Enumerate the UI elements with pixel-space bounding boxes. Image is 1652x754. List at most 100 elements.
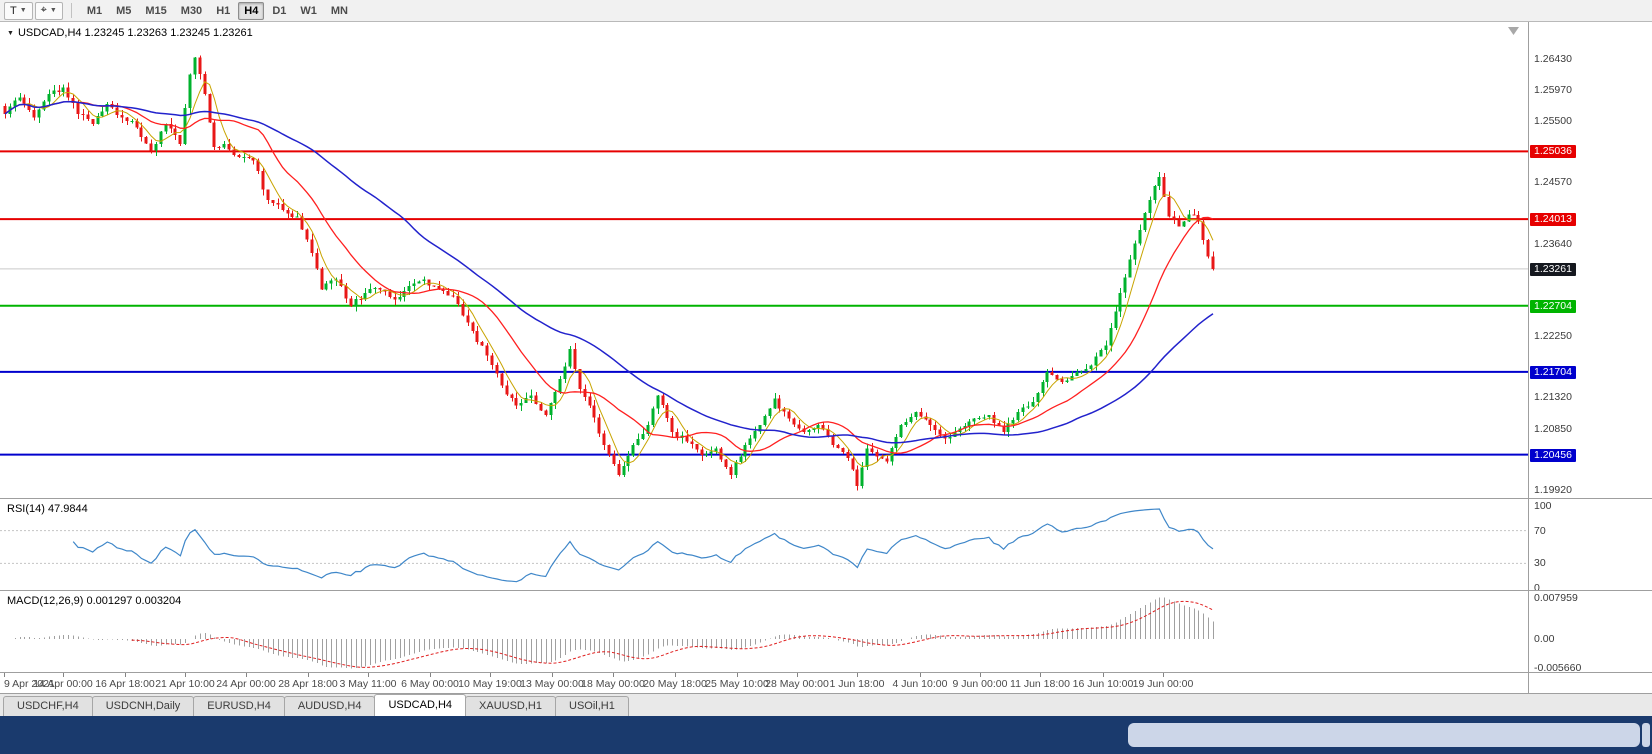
timeframe-button-m30[interactable]: M30 (180, 4, 203, 17)
rsi-indicator-label: RSI(14) 47.9844 (7, 503, 88, 515)
time-axis-label: 9 Apr 2021 (4, 678, 55, 690)
time-tick (1103, 673, 1104, 677)
macd-canvas[interactable] (0, 591, 1528, 672)
time-tick (368, 673, 369, 677)
time-tick (552, 673, 553, 677)
time-tick (1163, 673, 1164, 677)
time-axis-label: 10 May 19:00 (458, 678, 522, 690)
time-axis-label: 28 May 00:00 (765, 678, 829, 690)
time-axis-label: 14 Apr 00:00 (33, 678, 93, 690)
toolbar-separator (70, 3, 72, 18)
time-tick (63, 673, 64, 677)
time-axis-label: 16 Jun 10:00 (1072, 678, 1134, 690)
price-axis-label: 1.24570 (1534, 176, 1572, 189)
panel-splitter[interactable] (0, 590, 1652, 591)
time-tick (246, 673, 247, 677)
macd-axis-label: 0.007959 (1534, 592, 1578, 605)
chart-tab-eurusd[interactable]: EURUSD,H4 (193, 696, 285, 716)
time-axis-label: 28 Apr 18:00 (278, 678, 338, 690)
time-tick (797, 673, 798, 677)
chart-tab-usdcad[interactable]: USDCAD,H4 (374, 694, 467, 716)
time-axis-label: 4 Jun 10:00 (892, 678, 948, 690)
time-axis-label: 9 Jun 00:00 (952, 678, 1008, 690)
current-price-badge: 1.23261 (1530, 262, 1576, 276)
timeframe-button-m15[interactable]: M15 (145, 4, 167, 17)
time-tick (675, 673, 676, 677)
macd-axis-label: 0.00 (1534, 633, 1555, 645)
price-chart-canvas[interactable] (0, 22, 1528, 498)
time-tick (737, 673, 738, 677)
toolbar: T ▼ ⌖ ▼ M1 M5 M15 M30 H1 H4 D1 W1 MN (0, 0, 1652, 22)
time-tick (920, 673, 921, 677)
time-axis-label: 16 Apr 18:00 (95, 678, 155, 690)
chart-region: ▼ USDCAD,H4 1.23245 1.23263 1.23245 1.232… (0, 22, 1652, 693)
timeframe-button-d1[interactable]: D1 (272, 4, 287, 17)
timeframe-button-h1[interactable]: H1 (216, 4, 231, 17)
price-line-badge: 1.22704 (1530, 299, 1576, 313)
time-axis-label: 1 Jun 18:00 (829, 678, 885, 690)
price-axis-label: 1.22250 (1534, 329, 1572, 342)
timeframe-button-w1[interactable]: W1 (300, 4, 317, 17)
chart-tab-usdchf[interactable]: USDCHF,H4 (3, 696, 93, 716)
time-tick (125, 673, 126, 677)
macd-indicator-label: MACD(12,26,9) 0.001297 0.003204 (7, 595, 182, 607)
chevron-down-icon: ▼ (49, 7, 57, 14)
crosshair-tool-button[interactable]: ⌖ ▼ (34, 1, 63, 20)
time-axis-label: 3 May 11:00 (339, 678, 397, 690)
time-tick (613, 673, 614, 677)
panel-splitter (0, 672, 1652, 673)
time-axis-label: 11 Jun 18:00 (1010, 678, 1070, 690)
chart-tab-audusd[interactable]: AUDUSD,H4 (283, 696, 376, 716)
price-line-badge: 1.20456 (1530, 448, 1576, 462)
chart-title: ▼ USDCAD,H4 1.23245 1.23263 1.23245 1.232… (7, 27, 253, 39)
timeframe-button-mn[interactable]: MN (330, 4, 348, 17)
price-axis-label: 1.26430 (1534, 53, 1572, 66)
horizontal-scrollbar-thumb[interactable] (1128, 723, 1640, 747)
timeframe-button-m5[interactable]: M5 (116, 4, 132, 17)
time-axis-label: 24 Apr 00:00 (216, 678, 276, 690)
time-axis-label: 6 May 00:00 (401, 678, 459, 690)
time-axis-label: 19 Jun 00:00 (1132, 678, 1194, 690)
macd-axis-label: -0.005660 (1534, 662, 1582, 675)
time-tick (185, 673, 186, 677)
timeframe-button-group: M1 M5 M15 M30 H1 H4 D1 W1 MN (80, 1, 355, 20)
chevron-down-icon: ▼ (19, 7, 27, 14)
chart-plot[interactable]: ▼ USDCAD,H4 1.23245 1.23263 1.23245 1.232… (0, 22, 1528, 693)
panel-splitter[interactable] (0, 498, 1652, 499)
collapse-ohlc-icon: ▼ (7, 30, 14, 37)
time-axis[interactable]: 9 Apr 2021 14 Apr 00:00 16 Apr 18:00 21 Apr… (0, 673, 1528, 693)
timeframe-button-m1[interactable]: M1 (86, 4, 103, 17)
chart-title-text: USDCAD,H4 1.23245 1.23263 1.23245 1.2326… (17, 27, 253, 39)
chart-tabs-bar: USDCHF,H4 USDCNH,Daily EURUSD,H4 AUDUSD,H4 U… (0, 693, 1652, 716)
time-axis-label: 18 May 00:00 (581, 678, 645, 690)
price-axis-label: 1.23640 (1534, 237, 1572, 250)
price-axis-label: 1.21320 (1534, 391, 1572, 404)
crosshair-icon: ⌖ (40, 4, 47, 16)
price-axis-label: 1.25500 (1534, 114, 1572, 127)
price-line-badge: 1.21704 (1530, 365, 1576, 379)
chart-tab-usdcnh[interactable]: USDCNH,Daily (91, 696, 195, 716)
scrollbar-corner (1642, 723, 1650, 747)
price-axis-label: 1.19920 (1534, 484, 1572, 497)
bottom-scrollbar-strip (0, 716, 1652, 754)
time-axis-label: 25 May 10:00 (705, 678, 769, 690)
time-tick (857, 673, 858, 677)
time-axis-label: 21 Apr 10:00 (155, 678, 215, 690)
text-tool-button[interactable]: T ▼ (4, 1, 33, 20)
rsi-axis-label: 100 (1534, 500, 1552, 512)
time-tick (4, 673, 5, 677)
price-line-badge: 1.24013 (1530, 213, 1576, 227)
time-tick (1040, 673, 1041, 677)
price-line-badge: 1.25036 (1530, 145, 1576, 159)
chart-tab-xauusd[interactable]: XAUUSD,H1 (465, 696, 556, 716)
price-axis[interactable]: 1.26430 1.25970 1.25500 1.24570 1.23640 1.222… (1528, 22, 1652, 693)
timeframe-button-h4[interactable]: H4 (238, 1, 265, 20)
time-tick (490, 673, 491, 677)
time-tick (980, 673, 981, 677)
rsi-axis-label: 70 (1534, 524, 1546, 537)
chart-tab-usoil[interactable]: USOil,H1 (555, 696, 629, 716)
time-tick (308, 673, 309, 677)
rsi-canvas[interactable] (0, 499, 1528, 590)
rsi-axis-label: 30 (1534, 557, 1546, 570)
